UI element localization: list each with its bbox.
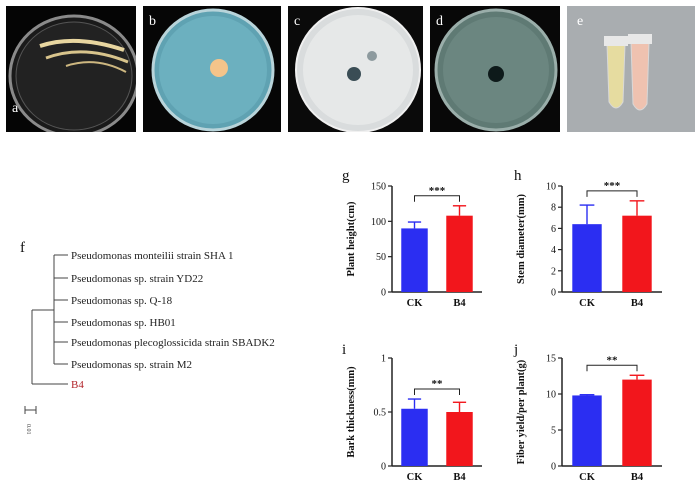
- bar-b4: [446, 412, 473, 466]
- tree-svg: Pseudomonas monteilii strain SHA 1 Pseud…: [24, 250, 275, 435]
- tubes-e: [567, 6, 695, 132]
- panel-label-g: g: [342, 168, 350, 184]
- photo-d-halo-plate: d: [430, 6, 560, 132]
- significance-label: ***: [429, 185, 446, 197]
- x-tick-label: CK: [579, 472, 596, 483]
- significance-bracket: [414, 388, 460, 396]
- x-tick-label: B4: [453, 298, 466, 309]
- y-tick-label: 0.5: [374, 408, 387, 419]
- panel-label-a: a: [12, 101, 19, 116]
- y-axis-label: Bark thickness(mm): [346, 366, 357, 458]
- y-tick-label: 100: [371, 217, 386, 228]
- y-tick-label: 6: [551, 224, 556, 235]
- bar-ck: [401, 228, 428, 292]
- chart-i-bark-thickness: i 0 0.5 1 Bark thickness(mm) CK B4 **: [340, 340, 510, 490]
- y-tick-label: 8: [551, 203, 556, 214]
- petri-dish-c: [295, 7, 421, 132]
- x-tick-label: CK: [579, 298, 596, 309]
- y-tick-label: 0: [551, 288, 556, 299]
- tree-taxon-2: Pseudomonas sp. strain YD22: [71, 273, 203, 285]
- panel-label-i: i: [342, 342, 347, 358]
- y-tick-label: 50: [376, 252, 386, 263]
- phylogenetic-tree: f Pseudomonas monteilii strain SHA 1 Pse…: [14, 238, 314, 438]
- panel-label-h: h: [514, 168, 522, 184]
- panel-label-d: d: [436, 14, 443, 29]
- y-axis-label: Fiber yield/per plant(g): [516, 359, 527, 464]
- x-tick-label: CK: [407, 472, 424, 483]
- photo-c-halo-plate: c: [288, 6, 423, 132]
- y-tick-label: 4: [551, 245, 556, 256]
- y-tick-label: 2: [551, 266, 556, 277]
- x-tick-label: B4: [453, 472, 466, 483]
- photo-b-colony-plate: b: [143, 6, 281, 132]
- petri-dish-b: [151, 8, 275, 132]
- y-tick-label: 0: [551, 462, 556, 473]
- significance-label: **: [432, 378, 444, 390]
- y-tick-label: 1: [381, 354, 386, 365]
- bar-b4: [622, 215, 652, 292]
- bar-ck: [401, 408, 428, 466]
- y-axis-label: Stem diameter(mm): [516, 193, 527, 284]
- significance-label: **: [607, 354, 619, 366]
- y-tick-label: 0: [381, 288, 386, 299]
- tree-taxon-4: Pseudomonas sp. HB01: [71, 317, 176, 329]
- y-axis-label: Plant height(cm): [346, 201, 357, 276]
- y-tick-label: 150: [371, 182, 386, 193]
- tree-taxon-3: Pseudomonas sp. Q-18: [71, 295, 173, 307]
- chart-g-plant-height: g 0 50 100 150 Plant height(cm) CK B4 ***: [340, 168, 510, 316]
- panel-label-f: f: [20, 240, 25, 256]
- bar-b4: [446, 215, 473, 292]
- petri-dish-a: [8, 14, 136, 132]
- bar-ck: [572, 224, 602, 292]
- y-tick-label: 0: [381, 462, 386, 473]
- petri-dish-d: [434, 8, 558, 132]
- photo-e-tubes: e: [567, 6, 695, 132]
- x-tick-label: CK: [407, 298, 424, 309]
- tree-taxon-1: Pseudomonas monteilii strain SHA 1: [71, 250, 234, 262]
- x-tick-label: B4: [631, 472, 644, 483]
- y-tick-label: 5: [551, 426, 556, 437]
- tree-taxon-6: Pseudomonas sp. strain M2: [71, 359, 192, 371]
- significance-label: ***: [604, 180, 621, 192]
- photo-a-streak-plate: a: [6, 6, 136, 132]
- chart-h-stem-diameter: h 0 2 4 6 8 10 Stem diameter(mm) CK B4 ***: [510, 168, 690, 316]
- y-tick-label: 10: [546, 182, 556, 193]
- y-tick-label: 10: [546, 390, 556, 401]
- bar-b4: [622, 379, 652, 466]
- bar-ck: [572, 395, 602, 466]
- tree-taxon-b4: B4: [71, 379, 84, 391]
- significance-bracket: [586, 364, 638, 372]
- tree-scale-label: 0.01: [25, 424, 31, 435]
- panel-label-e: e: [577, 14, 584, 29]
- y-tick-label: 15: [546, 354, 556, 365]
- significance-bracket: [414, 195, 460, 202]
- tree-taxon-5: Pseudomonas plecoglossicida strain SBADK…: [71, 337, 275, 349]
- significance-bracket: [586, 190, 638, 197]
- panel-label-b: b: [149, 14, 156, 29]
- panel-label-c: c: [294, 14, 301, 29]
- x-tick-label: B4: [631, 298, 644, 309]
- panel-label-j: j: [514, 342, 519, 358]
- chart-j-fiber-yield: j 0 5 10 15 Fiber yield/per plant(g) CK B4 **: [510, 340, 690, 490]
